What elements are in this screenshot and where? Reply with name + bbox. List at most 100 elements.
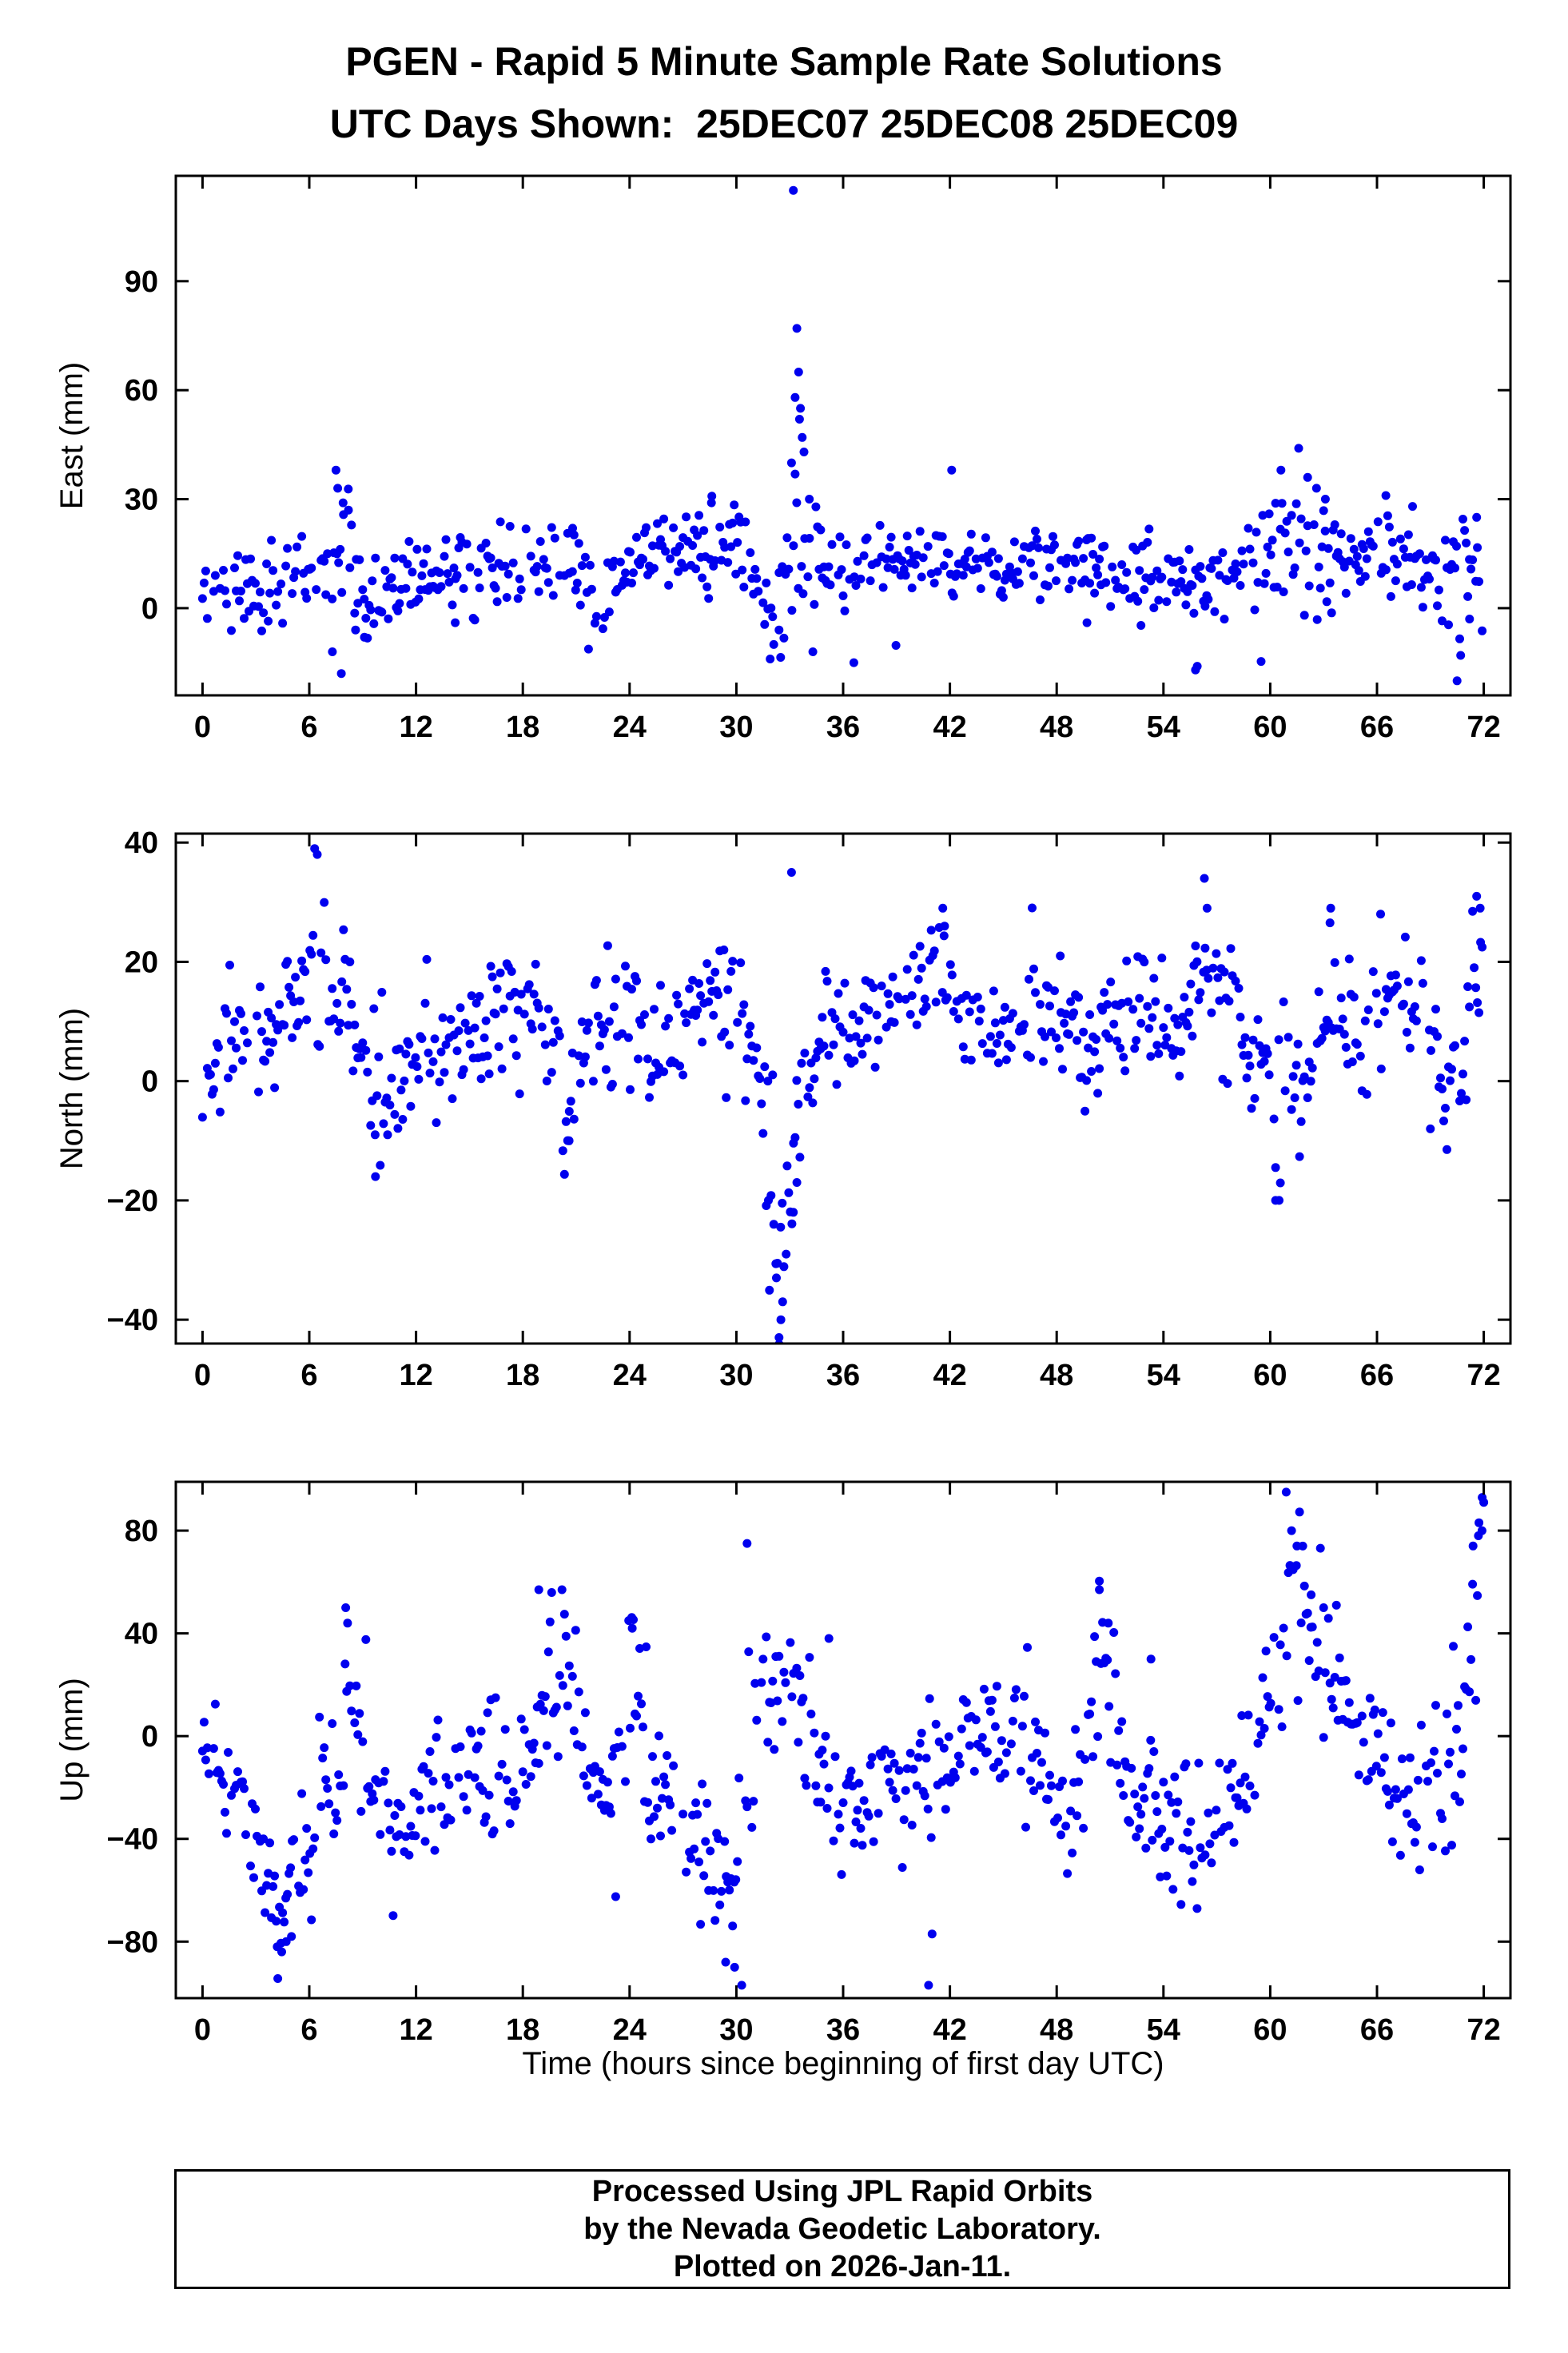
data-point xyxy=(989,986,998,996)
data-point xyxy=(273,587,283,596)
data-point xyxy=(297,1789,307,1798)
data-point xyxy=(1303,1608,1312,1618)
data-point xyxy=(790,469,800,479)
data-point xyxy=(261,1908,270,1917)
data-point xyxy=(1231,977,1240,985)
data-point xyxy=(1100,988,1109,997)
data-point xyxy=(1104,1033,1114,1043)
y-tick-label: 20 xyxy=(125,946,158,979)
data-point xyxy=(1245,544,1255,554)
footer-line2: by the Nevada Geodetic Laboratory. xyxy=(583,2212,1101,2246)
data-point xyxy=(495,517,505,527)
data-point xyxy=(1138,1782,1148,1792)
data-point xyxy=(1392,981,1402,991)
data-point xyxy=(604,607,614,617)
data-point xyxy=(1016,1766,1025,1776)
data-point xyxy=(459,1065,468,1074)
data-point xyxy=(913,1753,923,1762)
data-point xyxy=(1223,1079,1232,1089)
data-point xyxy=(632,532,641,542)
data-point xyxy=(1253,1738,1263,1748)
data-point xyxy=(1053,1814,1062,1822)
data-point xyxy=(1378,1708,1387,1718)
data-point xyxy=(1330,958,1339,967)
data-point xyxy=(1106,602,1116,611)
data-point xyxy=(591,976,601,985)
data-point xyxy=(401,1049,411,1059)
data-point xyxy=(1280,1086,1290,1096)
data-point xyxy=(1090,1632,1100,1642)
data-point xyxy=(1290,563,1299,572)
data-point xyxy=(1296,1618,1306,1627)
data-point xyxy=(356,1053,366,1062)
data-point xyxy=(1411,1016,1421,1025)
data-point xyxy=(706,1846,715,1856)
data-point xyxy=(728,518,738,528)
data-point xyxy=(542,563,551,573)
data-point xyxy=(537,1022,547,1032)
data-point xyxy=(1082,1076,1092,1085)
data-point xyxy=(1186,979,1196,989)
data-point xyxy=(356,1806,366,1816)
data-point xyxy=(1391,576,1400,586)
data-point xyxy=(985,1706,995,1716)
data-point xyxy=(1141,1843,1151,1853)
data-point xyxy=(531,959,540,969)
data-point xyxy=(1427,1758,1435,1767)
data-point xyxy=(1239,559,1248,569)
data-point xyxy=(1438,1814,1447,1823)
data-point xyxy=(917,1728,926,1738)
data-point xyxy=(1405,1753,1415,1762)
data-point xyxy=(1425,575,1434,583)
data-point xyxy=(404,1040,414,1049)
data-point xyxy=(591,611,601,621)
data-point xyxy=(321,955,331,965)
data-point xyxy=(1149,1747,1159,1756)
data-point xyxy=(1108,562,1117,571)
data-point xyxy=(371,553,380,563)
data-point xyxy=(965,1007,974,1017)
data-point xyxy=(251,579,260,588)
data-point xyxy=(1244,1050,1253,1060)
data-point xyxy=(353,599,363,608)
data-point xyxy=(1478,626,1487,635)
data-point xyxy=(915,527,925,536)
data-point xyxy=(604,1802,614,1812)
data-point xyxy=(1326,903,1335,913)
data-point xyxy=(1403,530,1413,539)
data-point xyxy=(702,959,712,969)
data-point xyxy=(1416,1720,1426,1730)
data-point xyxy=(489,1826,499,1836)
data-point xyxy=(786,1638,795,1647)
data-point xyxy=(902,1764,912,1774)
data-point xyxy=(1320,526,1330,535)
data-point xyxy=(1330,520,1339,529)
data-point xyxy=(241,1830,250,1839)
data-point xyxy=(1088,1752,1098,1762)
y-tick-label: −20 xyxy=(107,1184,158,1218)
data-point xyxy=(680,1009,690,1018)
data-point xyxy=(864,1811,874,1821)
data-point xyxy=(334,558,344,567)
data-point xyxy=(503,569,513,579)
data-point xyxy=(883,1764,893,1774)
data-point xyxy=(688,541,698,550)
data-point xyxy=(1381,565,1391,575)
data-point xyxy=(1373,1019,1383,1029)
data-point xyxy=(1454,1701,1463,1710)
data-point xyxy=(921,1001,931,1011)
data-point xyxy=(240,1026,249,1035)
data-point xyxy=(1438,616,1447,626)
data-point xyxy=(659,514,669,524)
data-point xyxy=(210,1699,220,1709)
data-point xyxy=(1335,1653,1344,1662)
data-point xyxy=(331,1808,340,1818)
data-point xyxy=(361,1634,371,1644)
data-point xyxy=(866,1760,875,1770)
data-point xyxy=(497,1064,507,1073)
data-point xyxy=(1154,595,1164,605)
data-point xyxy=(811,502,821,512)
data-point xyxy=(647,1834,655,1844)
data-point xyxy=(547,1588,556,1597)
data-point xyxy=(215,1107,225,1117)
